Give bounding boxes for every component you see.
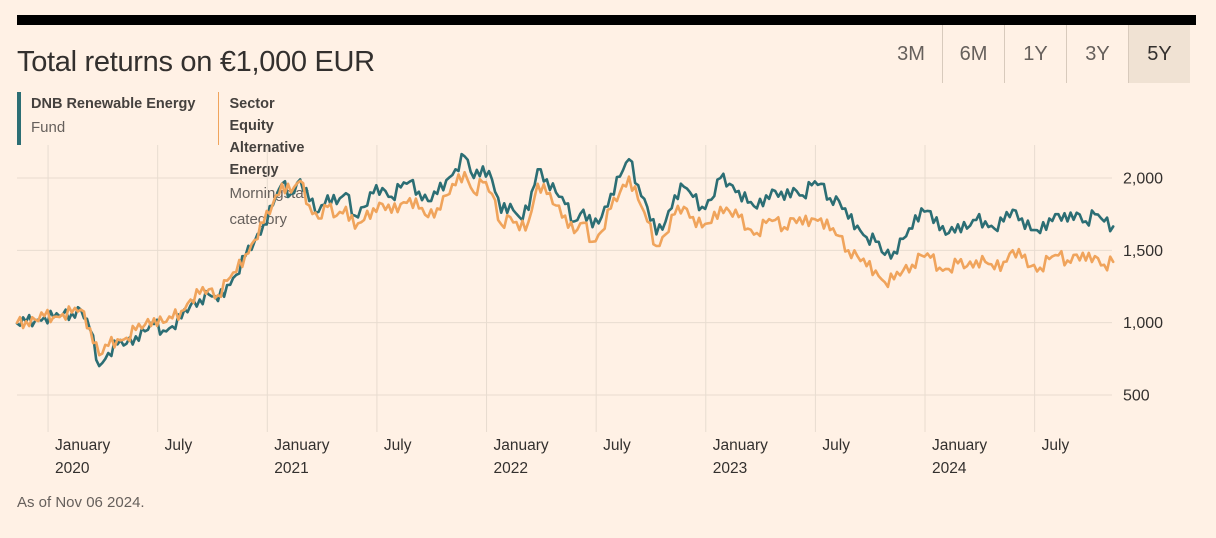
- x-axis-year-label: 2023: [713, 460, 747, 477]
- returns-line-chart[interactable]: 2,000 1,500 1,000 500 January 2020 July January…: [0, 140, 1216, 490]
- fund-name-label: DNB Renewable Energy: [31, 96, 196, 112]
- x-axis-label: July: [165, 437, 193, 454]
- x-axis-label: January: [274, 437, 329, 454]
- x-axis-year-label: 2021: [274, 460, 308, 477]
- range-button-3y[interactable]: 3Y: [1066, 25, 1128, 83]
- x-axis-label: July: [384, 437, 412, 454]
- x-axis-label: January: [932, 437, 987, 454]
- x-axis-year-label: 2024: [932, 460, 967, 477]
- page-title: Total returns on €1,000 EUR: [17, 46, 375, 78]
- range-button-3m[interactable]: 3M: [897, 42, 925, 65]
- x-axis-label: July: [603, 437, 631, 454]
- range-button-6m[interactable]: 6M: [942, 25, 1004, 83]
- y-axis-label: 1,000: [1123, 315, 1163, 332]
- top-accent-bar: [17, 15, 1196, 25]
- y-axis-label: 500: [1123, 387, 1150, 404]
- legend-item-fund: DNB Renewable Energy Fund: [17, 92, 195, 145]
- range-button-5y[interactable]: 5Y: [1128, 25, 1190, 83]
- x-axis-label: July: [1042, 437, 1070, 454]
- x-axis-year-label: 2020: [55, 460, 90, 477]
- legend: DNB Renewable Energy Fund Sector Equity …: [17, 92, 309, 228]
- category-color-bar: [218, 92, 220, 145]
- as-of-note: As of Nov 06 2024.: [17, 494, 145, 511]
- x-axis-label: January: [494, 437, 549, 454]
- x-axis-label: January: [55, 437, 110, 454]
- x-axis-label: July: [822, 437, 850, 454]
- category-line: [15, 170, 1115, 357]
- fund-type-label: Fund: [31, 119, 66, 136]
- y-axis-label: 2,000: [1123, 171, 1163, 188]
- fund-line: [15, 152, 1115, 368]
- range-button-1y[interactable]: 1Y: [1004, 25, 1066, 83]
- x-axis-year-label: 2022: [494, 460, 528, 477]
- range-selector: 3M 6M 1Y 3Y 5Y: [880, 25, 1190, 83]
- x-axis-label: January: [713, 437, 768, 454]
- fund-color-bar: [17, 92, 21, 145]
- y-axis-label: 1,500: [1123, 243, 1163, 260]
